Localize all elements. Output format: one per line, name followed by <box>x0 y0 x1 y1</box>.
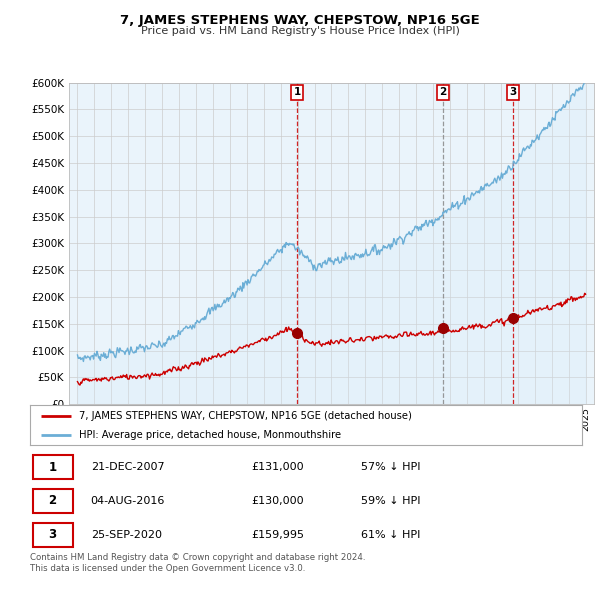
FancyBboxPatch shape <box>33 523 73 547</box>
Text: £131,000: £131,000 <box>251 462 304 472</box>
FancyBboxPatch shape <box>33 455 73 479</box>
Text: £130,000: £130,000 <box>251 496 304 506</box>
FancyBboxPatch shape <box>33 489 73 513</box>
Text: 61% ↓ HPI: 61% ↓ HPI <box>361 530 421 540</box>
Text: 3: 3 <box>49 528 56 541</box>
Text: 04-AUG-2016: 04-AUG-2016 <box>91 496 165 506</box>
Text: 21-DEC-2007: 21-DEC-2007 <box>91 462 164 472</box>
Text: Contains HM Land Registry data © Crown copyright and database right 2024.
This d: Contains HM Land Registry data © Crown c… <box>30 553 365 573</box>
Text: 3: 3 <box>509 87 517 97</box>
Text: 57% ↓ HPI: 57% ↓ HPI <box>361 462 421 472</box>
Text: 59% ↓ HPI: 59% ↓ HPI <box>361 496 421 506</box>
Text: 7, JAMES STEPHENS WAY, CHEPSTOW, NP16 5GE (detached house): 7, JAMES STEPHENS WAY, CHEPSTOW, NP16 5G… <box>79 411 412 421</box>
Text: £159,995: £159,995 <box>251 530 304 540</box>
Text: 1: 1 <box>49 461 56 474</box>
Text: HPI: Average price, detached house, Monmouthshire: HPI: Average price, detached house, Monm… <box>79 430 341 440</box>
Text: 7, JAMES STEPHENS WAY, CHEPSTOW, NP16 5GE: 7, JAMES STEPHENS WAY, CHEPSTOW, NP16 5G… <box>120 14 480 27</box>
Text: 1: 1 <box>293 87 301 97</box>
Text: 2: 2 <box>439 87 447 97</box>
Text: 25-SEP-2020: 25-SEP-2020 <box>91 530 162 540</box>
Text: Price paid vs. HM Land Registry's House Price Index (HPI): Price paid vs. HM Land Registry's House … <box>140 26 460 36</box>
Text: 2: 2 <box>49 494 56 507</box>
